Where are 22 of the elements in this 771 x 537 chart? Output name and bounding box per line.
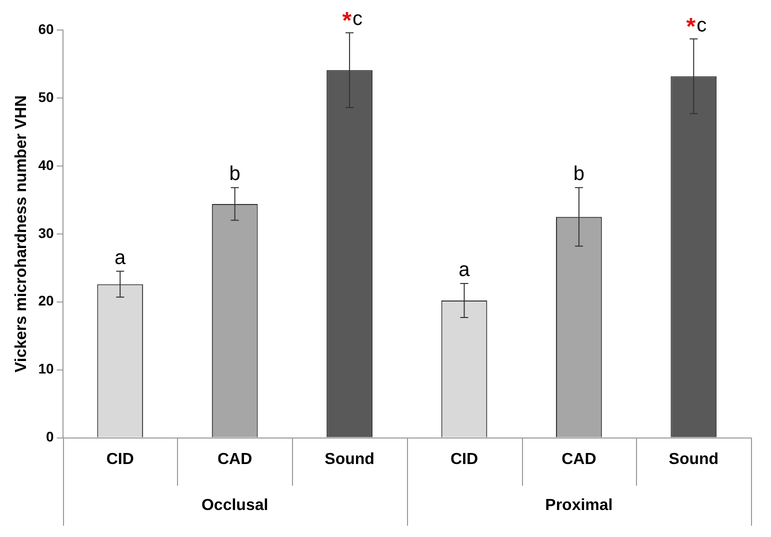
data-label: b: [229, 163, 240, 186]
x-tick-label: CID: [106, 450, 134, 468]
data-label: *c: [686, 13, 707, 40]
x-tick-label: CAD: [217, 450, 252, 468]
y-tick-label: 40: [38, 156, 54, 173]
x-tick-label: Sound: [668, 450, 719, 468]
data-label: b: [573, 163, 585, 186]
data-label: *c: [342, 7, 363, 34]
x-tick-label: CID: [450, 450, 478, 468]
x-tick-label: Sound: [324, 450, 374, 468]
data-label: a: [114, 246, 127, 269]
y-axis-title: Vickers microhardness number VHN: [13, 95, 30, 372]
y-tick-label: 30: [38, 224, 54, 241]
text: Occlusal: [201, 497, 268, 514]
x-tick-label: CAD: [562, 450, 596, 468]
y-tick-label: 10: [38, 360, 54, 377]
data-label: a: [458, 259, 471, 282]
y-tick-label: 50: [38, 88, 54, 105]
y-tick-label: 60: [38, 20, 54, 37]
y-tick-label: 20: [38, 292, 54, 309]
text: Proximal: [545, 497, 613, 514]
y-tick-label: 0: [46, 428, 54, 445]
